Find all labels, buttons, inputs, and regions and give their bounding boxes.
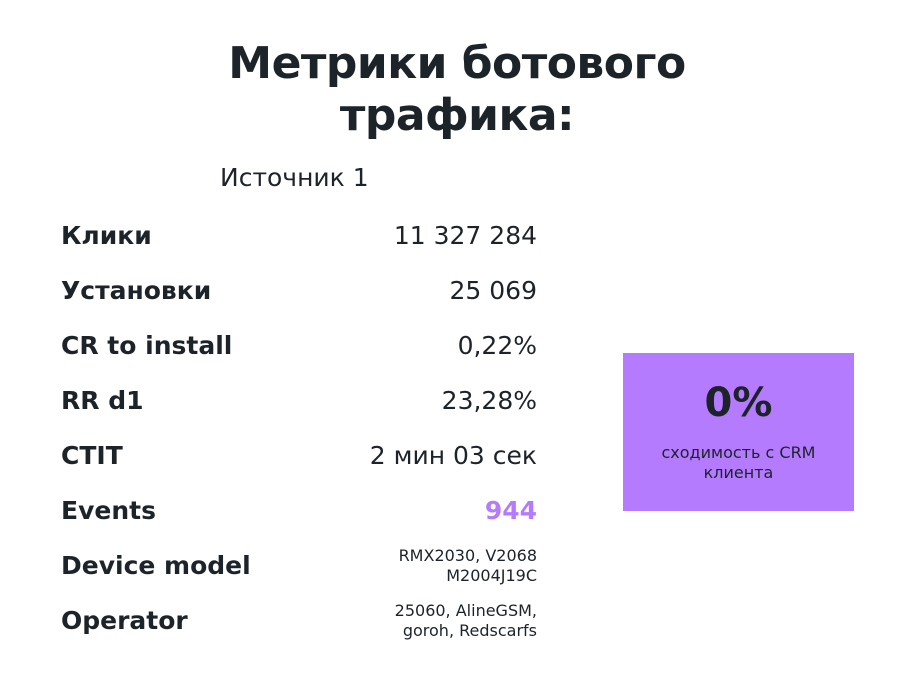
value-line: goroh, Redscarfs [402,620,537,640]
metric-label: Operator [61,606,188,635]
metric-value: 25060, AlineGSM, goroh, Redscarfs [395,601,537,641]
value-line: 25060, AlineGSM, [394,600,537,620]
crm-match-card: 0% сходимость с CRM клиента [623,353,854,511]
crm-match-value: 0% [704,380,773,426]
page-title: Метрики ботового трафика: [0,38,914,142]
metric-value-highlight: 944 [484,496,537,525]
metric-row-operator: Operator 25060, AlineGSM, goroh, Redscarfs [61,593,537,648]
metric-value: 2 мин 03 сек [369,441,537,470]
metric-row-clicks: Клики 11 327 284 [61,208,537,263]
metric-label: Device model [61,551,251,580]
metric-row-rr: RR d1 23,28% [61,373,537,428]
title-line-2: трафика: [339,90,575,141]
crm-match-caption: сходимость с CRM клиента [661,443,816,482]
metric-label: RR d1 [61,386,144,415]
value-line: M2004J19C [446,565,537,585]
metric-label: CTIT [61,441,123,470]
metric-row-cr: CR to install 0,22% [61,318,537,373]
metric-value: 25 069 [449,276,537,305]
metric-label: Events [61,496,156,525]
metric-row-ctit: CTIT 2 мин 03 сек [61,428,537,483]
metric-value: 11 327 284 [393,221,537,250]
metric-label: CR to install [61,331,233,360]
metric-value: 0,22% [457,331,537,360]
metric-value: RMX2030, V2068 M2004J19C [399,546,537,586]
metric-row-installs: Установки 25 069 [61,263,537,318]
source-header: Источник 1 [220,163,369,192]
metric-row-device: Device model RMX2030, V2068 M2004J19C [61,538,537,593]
metric-row-events: Events 944 [61,483,537,538]
metric-label: Установки [61,276,212,305]
title-line-1: Метрики ботового [228,38,686,89]
value-line: RMX2030, V2068 [398,545,537,565]
metric-label: Клики [61,221,152,250]
metric-value: 23,28% [441,386,537,415]
